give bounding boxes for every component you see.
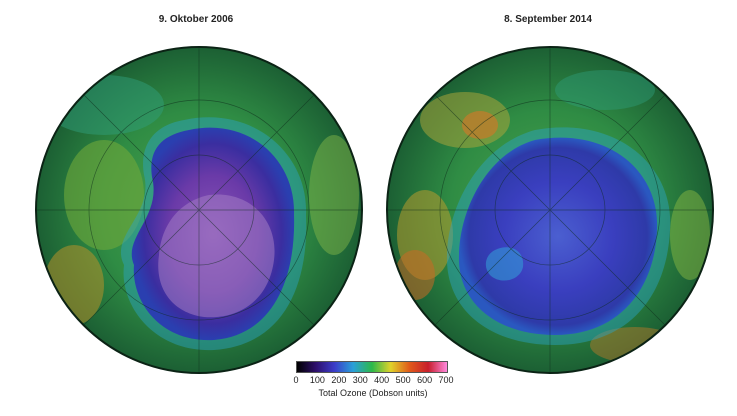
legend-tick: 500 bbox=[395, 375, 411, 385]
legend-tick: 100 bbox=[309, 375, 325, 385]
legend-color-bar bbox=[296, 361, 448, 373]
panel-right-title: 8. September 2014 bbox=[504, 14, 592, 25]
legend-tick: 0 bbox=[293, 375, 299, 385]
ozone-globe-2014 bbox=[386, 46, 714, 374]
panel-left-title: 9. Oktober 2006 bbox=[158, 14, 234, 25]
legend-title: Total Ozone (Dobson units) bbox=[318, 388, 428, 398]
legend-tick: 200 bbox=[331, 375, 347, 385]
legend-tick: 600 bbox=[417, 375, 433, 385]
legend-tick: 300 bbox=[352, 375, 368, 385]
legend-tick: 700 bbox=[438, 375, 454, 385]
ozone-globe-2006 bbox=[35, 46, 363, 374]
legend-tick: 400 bbox=[374, 375, 390, 385]
